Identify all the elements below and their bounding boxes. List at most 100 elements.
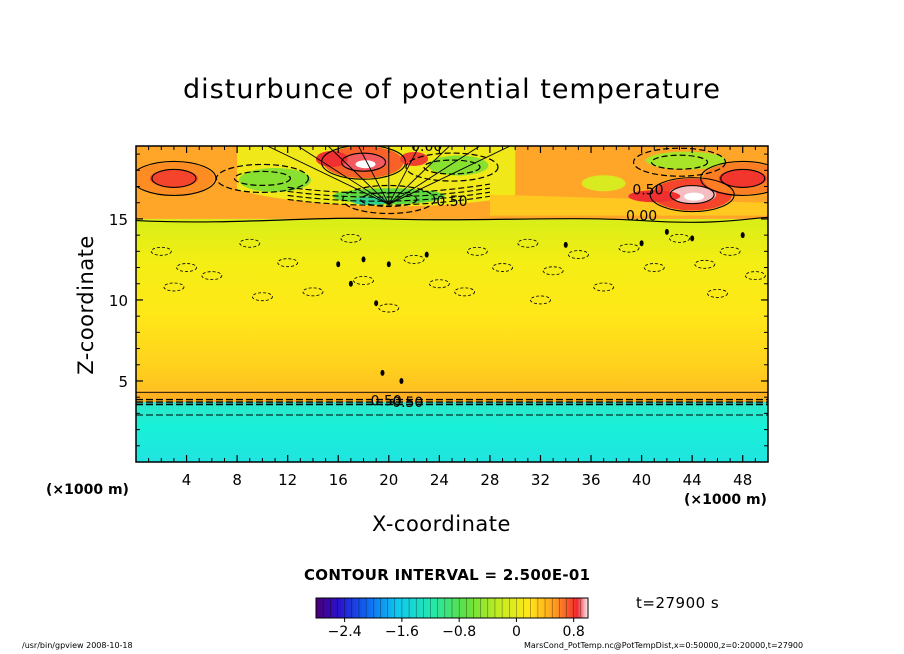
contour-line — [340, 233, 362, 243]
contour-line — [358, 146, 390, 205]
contour-line — [287, 183, 491, 194]
x-tick-label: 20 — [379, 471, 398, 489]
contour-line — [669, 233, 690, 243]
contour-line — [707, 289, 728, 298]
contour-dot — [399, 377, 404, 384]
footer-left: /usr/bin/gpview 2008-10-18 — [22, 641, 133, 650]
lower-layer — [136, 402, 768, 462]
colorbar-tick-label: 0 — [512, 624, 521, 640]
contour-label: 0.50 — [436, 194, 467, 210]
footer-right: MarsCond_PotTemp.nc@PotTempDist,x=0:5000… — [524, 641, 804, 650]
contour-dot — [690, 235, 695, 242]
contour-dot — [361, 256, 366, 263]
contour-line — [287, 187, 491, 198]
contour-line — [388, 146, 481, 205]
contour-line — [176, 263, 197, 272]
colorbar-tick-label: −0.8 — [442, 624, 476, 640]
contour-dot — [563, 241, 568, 248]
x-tick-label: 44 — [683, 471, 702, 489]
x-axis-label: X-coordinate — [372, 512, 511, 536]
contour-line — [530, 295, 551, 305]
contour-line — [150, 246, 172, 256]
contour-line — [700, 160, 768, 196]
contour-line — [277, 258, 299, 268]
contour-line — [327, 146, 390, 205]
x-unit-left: (×1000 m) — [46, 482, 129, 498]
maximum-core — [355, 160, 376, 169]
contour-line — [151, 168, 197, 188]
contour-line — [719, 246, 741, 256]
contour-dot — [664, 228, 669, 235]
contour-line — [136, 160, 217, 196]
contour-line — [650, 154, 709, 170]
green-patch-d — [645, 151, 726, 170]
x-tick-label: 24 — [430, 471, 449, 489]
contour-line — [360, 191, 418, 208]
contour-line — [428, 279, 450, 289]
contour-dot — [348, 280, 353, 287]
contour-line — [466, 246, 488, 256]
contour-line — [405, 152, 499, 182]
middle-layer — [136, 218, 768, 391]
x-tick-label: 32 — [531, 471, 550, 489]
contour-line — [267, 146, 389, 205]
x-unit-right: (×1000 m) — [684, 492, 767, 508]
contour-label: 0.50 — [371, 393, 402, 409]
x-tick-label: 28 — [480, 471, 499, 489]
contour-line — [643, 263, 665, 272]
x-tick-label: 40 — [632, 471, 651, 489]
colorbar-tick-label: −2.4 — [328, 624, 362, 640]
x-tick-label: 16 — [329, 471, 348, 489]
contour-line — [388, 146, 511, 205]
contour-dot — [374, 300, 379, 307]
contour-dot — [380, 369, 385, 376]
contour-label: 0.50 — [392, 395, 423, 411]
time-label: t=27900 s — [636, 594, 720, 612]
contour-line — [492, 263, 513, 272]
contour-line — [632, 147, 727, 177]
contour-line — [251, 292, 273, 302]
contour-interval: CONTOUR INTERVAL = 2.500E-01 — [304, 566, 591, 584]
maximum-inner — [149, 169, 198, 188]
transition-layer — [136, 390, 768, 403]
contour-line — [517, 238, 539, 248]
x-tick-label: 12 — [278, 471, 297, 489]
contour-line — [239, 238, 261, 248]
contour-line — [201, 271, 223, 281]
yellow-patch-e — [581, 175, 626, 192]
contour-line — [320, 146, 407, 180]
contour-line — [388, 146, 450, 205]
contour-label: 0.50 — [632, 183, 663, 199]
x-tick-label: 4 — [182, 471, 192, 489]
x-tick-label: 48 — [733, 471, 752, 489]
contour-line — [340, 152, 387, 172]
contour-line — [287, 191, 491, 202]
x-tick-label: 8 — [232, 471, 242, 489]
contour-line — [618, 243, 640, 253]
contour-line — [163, 282, 185, 292]
contour-dot — [386, 261, 391, 268]
colorbar-tick-label: 0.8 — [563, 624, 585, 640]
contour-dot — [336, 261, 341, 268]
contour-line — [136, 216, 768, 223]
contour-line — [403, 255, 425, 264]
x-tick-label: 36 — [581, 471, 600, 489]
contour-label: 0.00 — [411, 139, 442, 155]
contour-line — [593, 282, 615, 292]
upper-yellow-right — [489, 194, 768, 216]
y-tick-label: 5 — [118, 373, 128, 391]
contour-line — [744, 271, 766, 281]
maximum-inner — [718, 169, 767, 188]
y-axis-label: Z-coordinate — [74, 235, 98, 375]
maximum-core — [684, 192, 705, 201]
y-tick-label: 15 — [109, 211, 128, 229]
contour-dot — [424, 251, 429, 258]
contour-line — [353, 276, 374, 285]
y-tick-label: 10 — [109, 292, 128, 310]
contour-line — [233, 170, 291, 187]
contour-line — [302, 287, 324, 297]
contour-line — [297, 146, 390, 205]
contour-dot — [740, 232, 745, 239]
contour-line — [669, 185, 715, 205]
